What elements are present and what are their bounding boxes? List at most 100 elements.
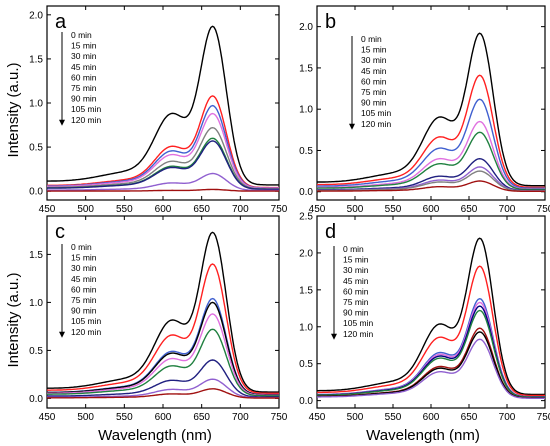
plot-frame xyxy=(316,5,546,201)
legend-label: 105 min xyxy=(71,316,102,326)
x-tick-label: 650 xyxy=(193,412,210,423)
series-15-min xyxy=(317,265,545,397)
x-tick-label: 450 xyxy=(39,204,56,215)
legend-label: 75 min xyxy=(343,297,369,307)
y-tick-label: 0.0 xyxy=(299,396,313,407)
legend-label: 15 min xyxy=(361,45,387,55)
series-0-min xyxy=(47,231,279,393)
panel-a: 450 500 550 600 650 700 750 0.0 0.5 1.0 1.5 2.0 a 0 m… xyxy=(29,5,288,215)
legend-label: 60 min xyxy=(71,72,97,82)
x-tick-label: 700 xyxy=(499,412,516,423)
series-60-min xyxy=(317,131,545,191)
x-tick-label: 550 xyxy=(385,204,402,215)
legend-label: 30 min xyxy=(361,55,387,65)
series-0-min xyxy=(47,25,279,186)
legend-label: 120 min xyxy=(361,119,392,129)
series-45-min xyxy=(317,120,545,190)
series-60-min xyxy=(47,127,279,190)
legend-arrow-head xyxy=(349,123,355,130)
y-tick-label: 2.0 xyxy=(299,248,313,259)
legend-label: 75 min xyxy=(361,87,387,97)
series-120-min xyxy=(317,338,545,399)
curves xyxy=(317,32,545,192)
legend-label: 30 min xyxy=(71,263,97,273)
y-tick-label: 1.5 xyxy=(299,285,313,296)
y-tick-label: 2.0 xyxy=(29,10,43,21)
y-tick-label: 1.0 xyxy=(29,298,43,309)
y-tick-label: 0.5 xyxy=(29,143,43,154)
series-45-min xyxy=(47,301,279,396)
legend-label: 105 min xyxy=(71,104,102,114)
legend-arrow-head xyxy=(331,333,337,340)
x-tick-label: 650 xyxy=(461,412,478,423)
legend-label: 120 min xyxy=(71,327,102,337)
curves xyxy=(47,231,279,399)
x-tick-label: 750 xyxy=(271,204,288,215)
legend-label: 90 min xyxy=(343,308,369,318)
series-0-min xyxy=(317,32,545,187)
x-tick-label: 650 xyxy=(193,204,210,215)
series-75-min xyxy=(47,328,279,397)
legend-label: 90 min xyxy=(71,306,97,316)
legend-label: 120 min xyxy=(71,115,102,125)
x-tick-label: 700 xyxy=(499,204,516,215)
panel-letter: a xyxy=(55,11,67,33)
y-tick-label: 1.0 xyxy=(29,99,43,110)
legend-label: 90 min xyxy=(71,94,97,104)
series-30-min xyxy=(317,98,545,189)
legend-label: 60 min xyxy=(71,284,97,294)
series-15-min xyxy=(317,74,545,188)
x-tick-label: 750 xyxy=(537,204,550,215)
y-axis-title-top: Intensity (a.u.) xyxy=(5,62,22,157)
panel-b: 450 500 550 600 650 700 750 0.0 0.5 1.0 1.5 2.0 b 0 m… xyxy=(299,5,550,215)
x-tick-label: 450 xyxy=(39,412,56,423)
x-tick-label: 450 xyxy=(309,412,326,423)
legend-label: 75 min xyxy=(71,295,97,305)
legend-label: 15 min xyxy=(71,41,97,51)
legend-label: 105 min xyxy=(361,108,392,118)
y-tick-label: 1.0 xyxy=(299,105,313,116)
series-60-min xyxy=(47,313,279,396)
y-tick-label: 0.5 xyxy=(29,346,43,357)
y-tick-label: 1.0 xyxy=(299,322,313,333)
panel-letter: b xyxy=(325,11,336,33)
legend-label: 45 min xyxy=(343,276,369,286)
x-tick-label: 500 xyxy=(347,412,364,423)
legend-arrow-head xyxy=(59,331,65,338)
legend-arrow-head xyxy=(59,119,65,126)
series-105-min xyxy=(47,378,279,399)
x-tick-label: 750 xyxy=(271,412,288,423)
legend-label: 0 min xyxy=(361,34,382,44)
legend-label: 75 min xyxy=(71,83,97,93)
legend-label: 15 min xyxy=(71,253,97,263)
y-tick-label: 2.0 xyxy=(299,22,313,33)
legend-label: 60 min xyxy=(343,286,369,296)
legend-label: 120 min xyxy=(343,329,374,339)
x-tick-label: 500 xyxy=(77,204,94,215)
x-tick-label: 600 xyxy=(155,204,172,215)
series-90-min xyxy=(47,140,279,190)
legend-label: 30 min xyxy=(343,265,369,275)
x-tick-label: 600 xyxy=(423,412,440,423)
series-45-min xyxy=(47,112,279,189)
panel-letter: d xyxy=(325,221,336,243)
legend-label: 45 min xyxy=(71,274,97,284)
series-120-min xyxy=(47,388,279,399)
legend-label: 0 min xyxy=(71,242,92,252)
series-90-min xyxy=(47,359,279,398)
legend-label: 45 min xyxy=(71,62,97,72)
panel-d: 450 500 550 600 650 700 750 0.0 0.5 1.0 1.5 2.0 2.5 d… xyxy=(299,212,550,424)
y-tick-label: 0.5 xyxy=(299,146,313,157)
curves xyxy=(317,237,545,399)
series-0-min xyxy=(317,237,545,396)
x-tick-label: 700 xyxy=(232,412,249,423)
curves xyxy=(47,25,279,192)
legend-label: 0 min xyxy=(343,244,364,254)
series-120-min xyxy=(47,188,279,192)
legend-label: 105 min xyxy=(343,318,374,328)
y-tick-label: 1.5 xyxy=(299,63,313,74)
x-tick-label: 500 xyxy=(77,412,94,423)
y-axis-title-bottom: Intensity (a.u.) xyxy=(5,272,22,367)
legend-label: 15 min xyxy=(343,255,369,265)
